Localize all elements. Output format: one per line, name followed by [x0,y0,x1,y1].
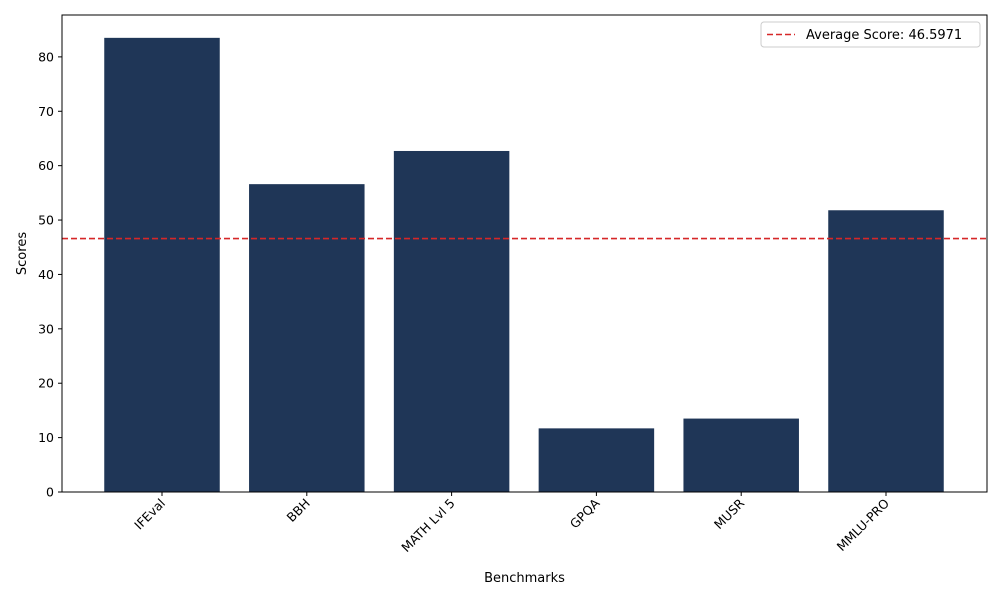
bar-gpqa [538,428,655,492]
y-tick-label: 70 [38,104,54,119]
y-axis: 0 10 20 30 40 50 60 70 80 [38,49,62,500]
bars-group [104,37,944,493]
y-tick-label: 50 [38,213,54,228]
x-tick-label: IFEval [131,496,168,533]
plot-area-frame [61,14,988,493]
legend-box [760,21,981,48]
y-tick-label: 20 [38,376,54,391]
bar-musr [683,418,799,492]
bar-ifeval [104,37,220,493]
x-tick-label: MMLU-PRO [834,495,893,554]
y-tick-label: 10 [38,430,54,445]
y-tick-label: 80 [38,49,54,64]
y-tick-label: 30 [38,321,54,336]
bar-mmlu-pro [828,210,944,492]
y-tick-label: 0 [46,485,54,500]
bar-bbh [249,184,365,493]
bar-math-lvl-5 [393,150,510,492]
legend-label-average-score: Average Score: 46.5971 [806,28,962,43]
x-tick-label: BBH [284,496,313,525]
x-tick-label: GPQA [567,495,603,531]
y-tick-label: 60 [38,158,54,173]
x-axis: IFEval BBH MATH Lvl 5 GPQA MUSR MMLU-PRO [131,492,892,555]
legend: Average Score: 46.5971 [760,21,981,48]
x-tick-label: MATH Lvl 5 [398,496,457,555]
y-axis-label: Scores [15,232,30,275]
x-tick-label: MUSR [711,495,748,532]
x-axis-label: Benchmarks [484,571,565,586]
y-tick-label: 40 [38,267,54,282]
